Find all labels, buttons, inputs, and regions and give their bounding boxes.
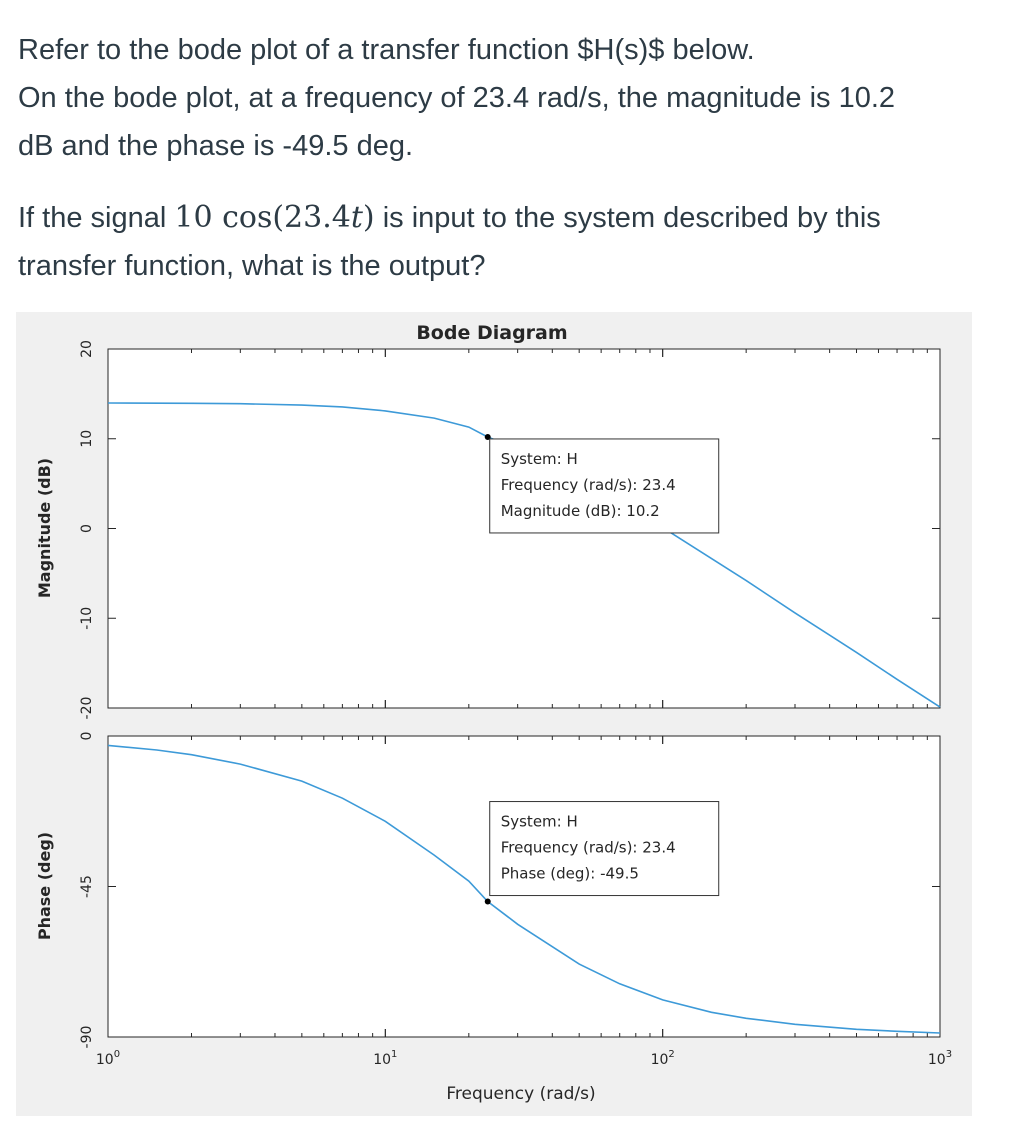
x-tick-label-0: 100 xyxy=(96,1049,120,1068)
phase-datatip-box xyxy=(489,801,720,897)
magnitude-axes: 20 10 0 -10 -20 System: H Frequency (rad/s):… xyxy=(35,340,941,720)
mag-y-tick-label-3: -10 xyxy=(79,607,95,630)
phase-datatip-system: System: H xyxy=(501,813,578,831)
magnitude-ticks: 20 10 0 -10 -20 xyxy=(79,340,941,720)
question-line-5: transfer function, what is the output? xyxy=(18,250,486,282)
x-axis-label: Frequency (rad/s) xyxy=(446,1084,595,1104)
signal-close: ) xyxy=(362,200,375,235)
mag-y-tick-label-4: -20 xyxy=(79,697,95,720)
x-tick-label-3: 103 xyxy=(928,1049,952,1068)
signal-expression: 10 cos(23.4t) xyxy=(174,200,374,235)
question-line-3: dB and the phase is -49.5 deg. xyxy=(18,130,414,162)
x-tick-label-1: 101 xyxy=(373,1049,397,1068)
question-line-4: If the signal 10 cos(23.4t) is input to … xyxy=(18,194,998,242)
frequency-ticks: 100 101 102 103 xyxy=(96,1049,952,1068)
question-line-2: On the bode plot, at a frequency of 23.4… xyxy=(18,82,896,114)
mag-y-tick-label-1: 10 xyxy=(79,430,95,448)
phase-curve xyxy=(107,744,941,1034)
phase-datatip-value: Phase (deg): -49.5 xyxy=(501,865,639,883)
phase-ticks: 0 -45 -90 xyxy=(79,732,941,1049)
question-line-1: Refer to the bode plot of a transfer fun… xyxy=(18,34,755,66)
magnitude-datatip-system: System: H xyxy=(501,450,578,468)
phase-datatip[interactable]: System: H Frequency (rad/s): 23.4 Phase … xyxy=(489,801,720,897)
phase-y-axis-label: Phase (deg) xyxy=(35,832,54,940)
ph-y-tick-label-1: -45 xyxy=(79,875,95,898)
chart-title: Bode Diagram xyxy=(416,322,567,344)
phase-datatip-marker[interactable] xyxy=(484,898,491,905)
ph-y-tick-label-0: 0 xyxy=(79,732,95,741)
ph-y-tick-label-2: -90 xyxy=(79,1026,95,1049)
magnitude-datatip-frequency: Frequency (rad/s): 23.4 xyxy=(501,476,676,494)
magnitude-datatip-value: Magnitude (dB): 10.2 xyxy=(501,502,660,520)
question-line-4-end: is input to the system described by this xyxy=(374,202,881,234)
phase-axes: 0 -45 -90 System: H Frequency (rad/s): 23.… xyxy=(35,732,941,1049)
mag-y-tick-label-2: 0 xyxy=(79,524,95,533)
signal-coefficient: 10 xyxy=(174,200,213,235)
question-text: Refer to the bode plot of a transfer fun… xyxy=(18,26,998,290)
signal-variable: t xyxy=(350,200,363,235)
magnitude-datatip[interactable]: System: H Frequency (rad/s): 23.4 Magnit… xyxy=(489,438,720,534)
phase-datatip-frequency: Frequency (rad/s): 23.4 xyxy=(501,839,676,857)
magnitude-y-axis-label: Magnitude (dB) xyxy=(35,458,54,598)
mag-y-tick-label-0: 20 xyxy=(79,340,95,358)
x-tick-label-2: 102 xyxy=(651,1049,675,1068)
question-line-4-start: If the signal xyxy=(18,202,175,234)
signal-function: cos(23.4 xyxy=(212,200,351,235)
magnitude-datatip-box xyxy=(489,438,720,534)
